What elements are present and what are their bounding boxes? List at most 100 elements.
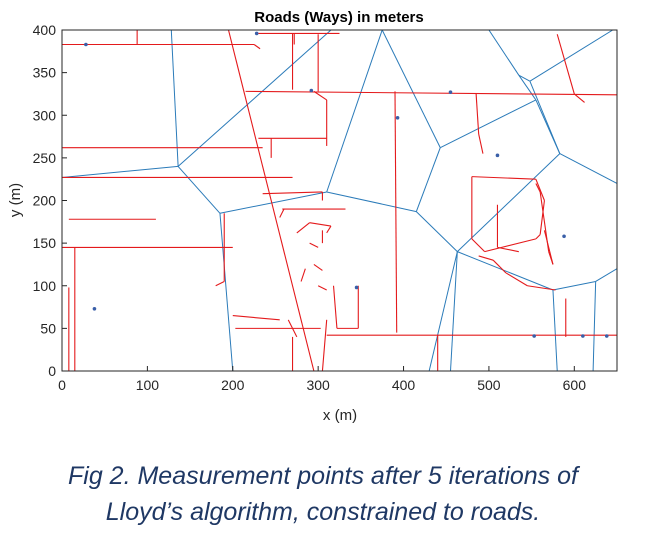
voronoi-cells (62, 30, 617, 371)
road-segment (535, 178, 545, 201)
measurement-point (354, 285, 359, 290)
x-tick-label: 200 (221, 377, 245, 393)
road-segment (309, 222, 332, 227)
measurement-point (92, 306, 97, 311)
road-segment (332, 285, 338, 329)
voronoi-edge (488, 30, 520, 76)
road-segment (317, 285, 327, 291)
measurement-point (562, 234, 566, 239)
voronoi-edge (219, 191, 327, 214)
road-segment (326, 225, 332, 234)
measurement-point (254, 31, 259, 36)
y-tick-label: 200 (33, 193, 57, 209)
road-segment (313, 263, 323, 271)
road-segment (484, 238, 537, 253)
measurement-point (495, 153, 500, 158)
x-tick-label: 0 (58, 377, 66, 393)
voronoi-edge (415, 211, 458, 253)
x-tick-label: 400 (392, 377, 416, 393)
road-segment (394, 91, 398, 333)
road-segment (471, 176, 536, 180)
road-network (62, 30, 617, 371)
road-segment (253, 44, 261, 50)
road-segment (296, 222, 310, 234)
chart: 0 100 200 300 400 500 600 0 50 100 150 200 250 300 35… (7, 9, 618, 424)
voronoi-edge (529, 30, 613, 82)
voronoi-edge (559, 153, 617, 184)
y-tick-label: 250 (33, 150, 57, 166)
x-tick-label: 300 (306, 377, 330, 393)
road-segment (313, 90, 327, 101)
road-segment (279, 208, 285, 218)
road-segment (535, 234, 541, 240)
measurement-point (581, 334, 585, 338)
voronoi-edge (415, 147, 441, 212)
voronoi-edge (170, 30, 179, 167)
voronoi-edge (518, 74, 531, 82)
measurement-point (84, 42, 88, 47)
voronoi-edge (518, 74, 537, 101)
road-segment (300, 268, 306, 282)
road-segment (232, 315, 280, 321)
caption-line-2: Lloyd’s algorithm, constrained to roads. (105, 498, 541, 526)
x-axis: 0 100 200 300 400 500 600 (58, 366, 586, 393)
road-segment (478, 255, 494, 261)
voronoi-edge (326, 30, 383, 193)
y-tick-label: 400 (33, 22, 57, 38)
voronoi-edge (457, 251, 554, 291)
x-tick-label: 500 (477, 377, 501, 393)
road-segment (321, 319, 328, 371)
road-segment (287, 319, 298, 338)
voronoi-edge (595, 268, 617, 282)
road-segment (471, 238, 486, 253)
voronoi-edge (326, 191, 417, 213)
voronoi-edge (219, 213, 234, 371)
road-segment (492, 259, 507, 274)
road-segment (262, 191, 323, 195)
measurement-point (395, 116, 400, 120)
x-tick-label: 100 (136, 377, 160, 393)
plot-area (62, 30, 617, 371)
caption-line-1: Fig 2. Measurement points after 5 iterat… (68, 462, 578, 490)
voronoi-edge (592, 281, 597, 371)
measurement-point (448, 90, 453, 95)
road-segment (497, 246, 519, 253)
axes-box (61, 29, 618, 372)
road-segment (505, 272, 528, 287)
y-tick-label: 0 (48, 363, 56, 379)
road-segment (539, 200, 545, 235)
y-axis: 0 50 100 150 200 250 300 350 400 (33, 22, 67, 379)
road-segment (245, 90, 617, 96)
y-tick-label: 100 (33, 278, 57, 294)
y-tick-label: 50 (40, 320, 56, 336)
road-segment (543, 230, 554, 265)
road-segment (535, 183, 541, 193)
y-axis-label: y (m) (7, 183, 24, 217)
voronoi-edge (177, 30, 332, 167)
voronoi-edge (552, 280, 596, 291)
x-tick-label: 600 (563, 377, 587, 393)
x-axis-label: x (m) (323, 407, 357, 424)
voronoi-edge (177, 166, 221, 214)
measurement-point (604, 334, 609, 338)
voronoi-edge (381, 30, 441, 148)
voronoi-edge (450, 251, 458, 371)
y-tick-label: 150 (33, 235, 57, 251)
voronoi-edge (428, 251, 458, 371)
chart-title: Roads (Ways) in meters (254, 9, 424, 26)
measurement-points (84, 31, 609, 338)
voronoi-edge (440, 99, 537, 149)
road-segment (215, 280, 225, 287)
measurement-point (532, 334, 536, 338)
y-tick-label: 350 (33, 65, 57, 81)
road-segment (556, 34, 575, 95)
figure-caption: Fig 2. Measurement points after 5 iterat… (0, 458, 646, 530)
y-tick-label: 300 (33, 107, 57, 123)
measurement-point (309, 88, 314, 93)
voronoi-edge (456, 153, 561, 253)
road-segment (573, 93, 585, 103)
road-segment (527, 285, 556, 291)
voronoi-edge (535, 99, 561, 154)
road-segment (309, 242, 319, 248)
road-segment (227, 30, 315, 371)
